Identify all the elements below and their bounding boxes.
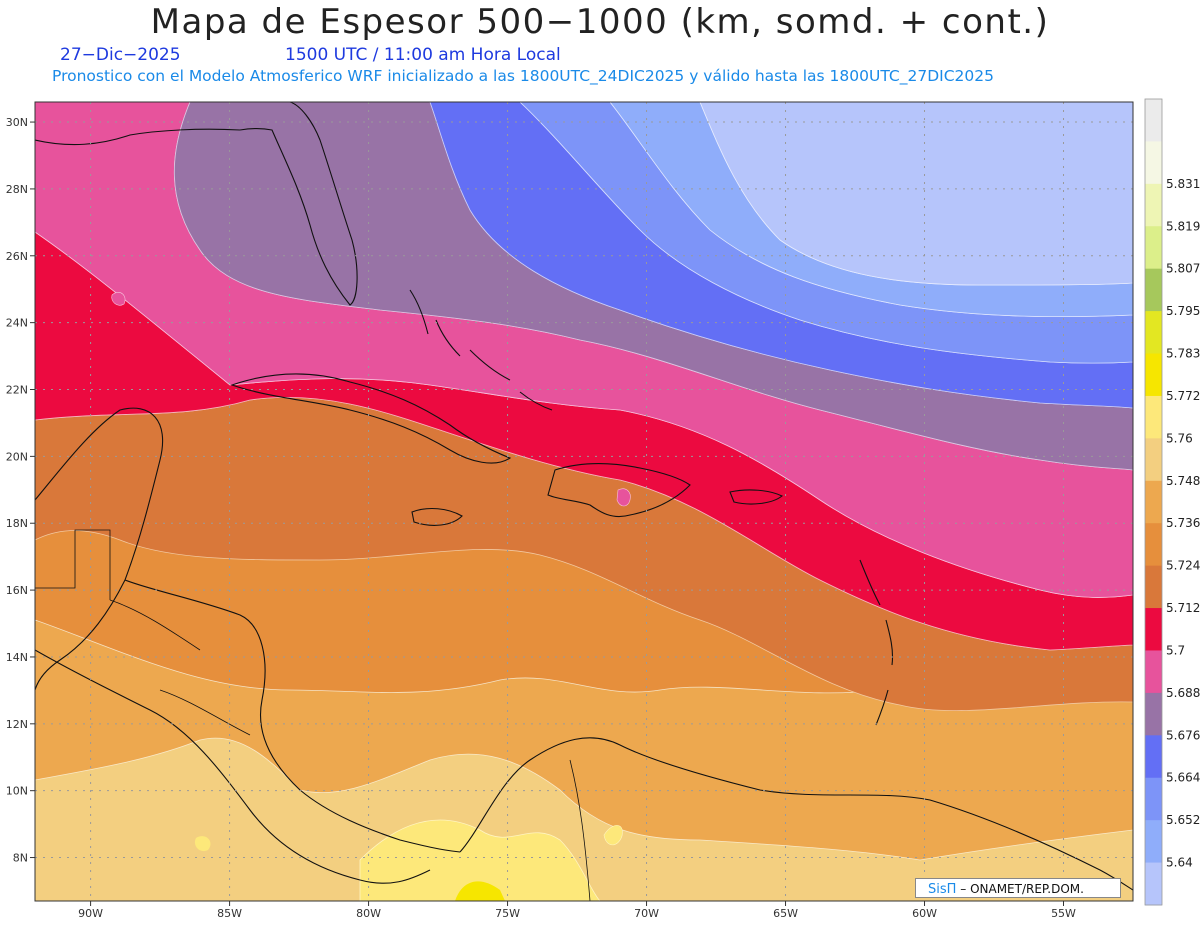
map-title: Mapa de Espesor 500−1000 (km, somd. + co…	[150, 2, 1050, 42]
x-tick-label: 60W	[912, 907, 937, 920]
colorbar-swatch	[1145, 735, 1162, 779]
y-tick-label: 24N	[6, 317, 28, 330]
colorbar-swatch	[1145, 141, 1162, 185]
x-tick-label: 90W	[78, 907, 103, 920]
colorbar-label: 5.736	[1166, 516, 1200, 530]
colorbar-swatch	[1145, 820, 1162, 864]
colorbar-label: 5.64	[1166, 856, 1193, 870]
y-tick-label: 26N	[6, 250, 28, 263]
colorbar-swatch	[1145, 523, 1162, 567]
coast-puerto-rico	[729, 489, 784, 505]
colorbar-swatch	[1145, 353, 1162, 397]
colorbar-label: 5.724	[1166, 559, 1200, 573]
coast-central-america	[124, 579, 461, 853]
colorbar-swatch	[1145, 395, 1162, 439]
colorbar-swatch	[1145, 862, 1162, 906]
map-frame	[34, 101, 1134, 902]
coast-central-america-pacific	[35, 649, 431, 884]
y-tick-label: 16N	[6, 584, 28, 597]
colorbar-swatch	[1145, 226, 1162, 270]
pink-spot-dominican	[616, 488, 631, 507]
colorbar-label: 5.676	[1166, 728, 1200, 742]
coast-lesser-antilles	[859, 559, 894, 726]
x-tick-label: 65W	[773, 907, 798, 920]
colorbar-swatch	[1145, 99, 1162, 142]
colorbar-label: 5.652	[1166, 813, 1200, 827]
credit-box: SisΠ – ONAMET/REP.DOM.	[915, 878, 1121, 898]
band-5760	[359, 819, 601, 901]
border-guatemala	[35, 529, 111, 600]
borders	[35, 529, 591, 901]
border-nicaragua	[159, 689, 251, 736]
colorbar-swatch	[1145, 480, 1162, 524]
colorbar-label: 5.7	[1166, 643, 1185, 657]
coast-florida	[239, 102, 358, 306]
colorbar-swatch	[1145, 268, 1162, 312]
axis-ticks: 90W 85W 80W 75W 70W 65W 60W 55W 30N 28N 26N 24N 22N 2…	[6, 116, 1076, 920]
x-tick-label: 85W	[217, 907, 242, 920]
coast-cuba	[230, 373, 512, 464]
y-tick-label: 8N	[13, 852, 28, 865]
x-tick-label: 70W	[634, 907, 659, 920]
colorbar-label: 5.712	[1166, 601, 1200, 615]
band-lowest	[699, 102, 1133, 286]
coast-bahamas	[409, 289, 553, 411]
y-tick-label: 28N	[6, 183, 28, 196]
colorbar-swatch	[1145, 183, 1162, 227]
border-honduras	[109, 599, 201, 651]
y-tick-label: 20N	[6, 450, 28, 463]
colorbar-label: 5.831	[1166, 177, 1200, 191]
forecast-date: 27−Dic−2025	[60, 45, 181, 65]
colorbar-swatch	[1145, 692, 1162, 736]
x-tick-label: 75W	[495, 907, 520, 920]
y-tick-label: 10N	[6, 785, 28, 798]
yellow-spot-panama	[194, 836, 211, 852]
colorbar-label: 5.819	[1166, 219, 1200, 233]
pink-spot-gulf	[111, 292, 126, 306]
colorbar-label: 5.795	[1166, 304, 1200, 318]
x-tick-label: 55W	[1051, 907, 1076, 920]
colorbar-label: 5.688	[1166, 686, 1200, 700]
coastlines	[35, 102, 1133, 891]
coast-gulf-north	[35, 128, 241, 146]
colorbar-label: 5.772	[1166, 389, 1200, 403]
colorbar-swatch	[1145, 608, 1162, 651]
colorbar-swatch	[1145, 777, 1162, 821]
border-colombia	[569, 759, 591, 901]
y-tick-label: 18N	[6, 517, 28, 530]
colorbar-label: 5.783	[1166, 347, 1200, 361]
map-area	[35, 102, 1133, 901]
y-tick-label: 14N	[6, 651, 28, 664]
model-subtitle: Pronostico con el Modelo Atmosferico WRF…	[52, 67, 994, 85]
colorbar-swatch	[1145, 650, 1162, 694]
y-tick-label: 30N	[6, 116, 28, 129]
colorbar-swatch	[1145, 311, 1162, 355]
coast-hispaniola	[547, 463, 691, 518]
colorbar-label: 5.76	[1166, 431, 1193, 445]
sispi-logo: SisΠ	[928, 882, 957, 897]
x-tick-label: 80W	[356, 907, 381, 920]
graticule	[35, 102, 1133, 901]
yellow-spot-colombia	[603, 825, 623, 846]
colorbar-label: 5.664	[1166, 771, 1200, 785]
colorbar: 5.831 5.819 5.807 5.795 5.783 5.772 5.76 5.748 5…	[1144, 98, 1200, 906]
coast-yucatan	[35, 407, 164, 691]
colorbar-label: 5.748	[1166, 474, 1200, 488]
coast-jamaica	[411, 507, 463, 526]
y-tick-label: 12N	[6, 718, 28, 731]
colorbar-swatch	[1145, 565, 1162, 609]
colorbar-label: 5.807	[1166, 262, 1200, 276]
credit-org: – ONAMET/REP.DOM.	[960, 882, 1084, 896]
forecast-time: 1500 UTC / 11:00 am Hora Local	[285, 45, 561, 65]
y-tick-label: 22N	[6, 384, 28, 397]
coast-colombia-venezuela	[459, 737, 1133, 891]
colorbar-frame	[1144, 98, 1163, 906]
band-5772	[455, 881, 505, 901]
colorbar-swatch	[1145, 438, 1162, 482]
